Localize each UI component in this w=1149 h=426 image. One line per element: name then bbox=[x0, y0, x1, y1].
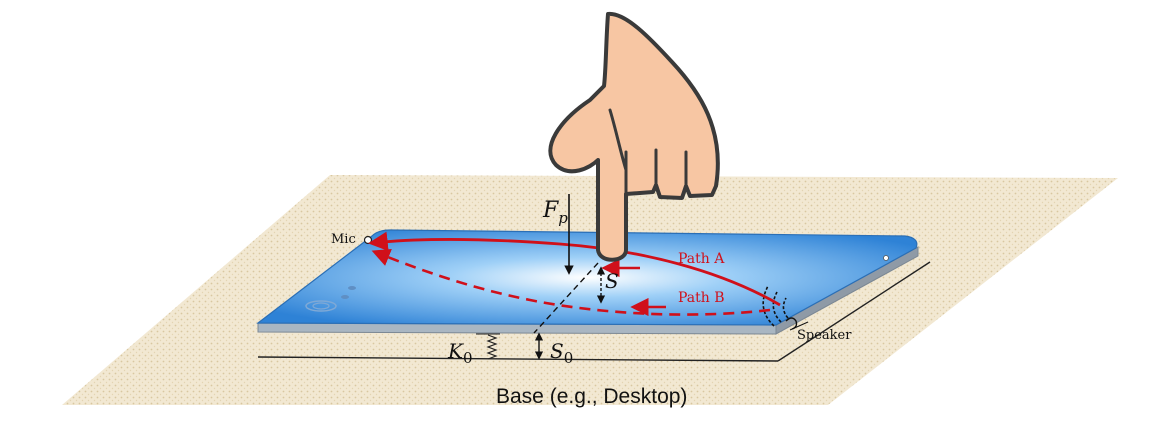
mic-icon bbox=[363, 235, 373, 245]
sensor-dot-icon bbox=[341, 295, 349, 299]
camera-icon bbox=[305, 300, 337, 312]
sensor-dot-icon bbox=[348, 286, 356, 290]
spring-subscript: 0 bbox=[463, 349, 473, 367]
path-a-label: Path A bbox=[678, 251, 725, 267]
mic-label: Mic bbox=[331, 232, 356, 247]
base-outline bbox=[257, 261, 931, 362]
displacement-label: S bbox=[605, 269, 619, 293]
base-displacement-symbol: S bbox=[550, 339, 564, 363]
force-subscript: p bbox=[558, 209, 568, 227]
spring-label: K0 bbox=[447, 339, 473, 367]
spring-icon bbox=[486, 334, 498, 360]
speaker-icon bbox=[762, 285, 809, 331]
path-b-line bbox=[371, 248, 771, 316]
base-displacement-subscript: 0 bbox=[564, 349, 574, 367]
path-a-line bbox=[368, 231, 781, 307]
force-symbol: F bbox=[542, 198, 559, 223]
base-displacement-label: S0 bbox=[550, 339, 573, 367]
base-label: Base (e.g., Desktop) bbox=[496, 385, 687, 408]
path-b-label: Path B bbox=[678, 290, 725, 306]
side-button-icon bbox=[883, 255, 889, 261]
pointing-hand-icon bbox=[548, 11, 720, 262]
press-axis-line bbox=[533, 262, 599, 334]
force-label: Fp bbox=[542, 198, 568, 227]
speaker-label: Speaker bbox=[797, 328, 852, 343]
spring-symbol: K bbox=[447, 339, 464, 363]
